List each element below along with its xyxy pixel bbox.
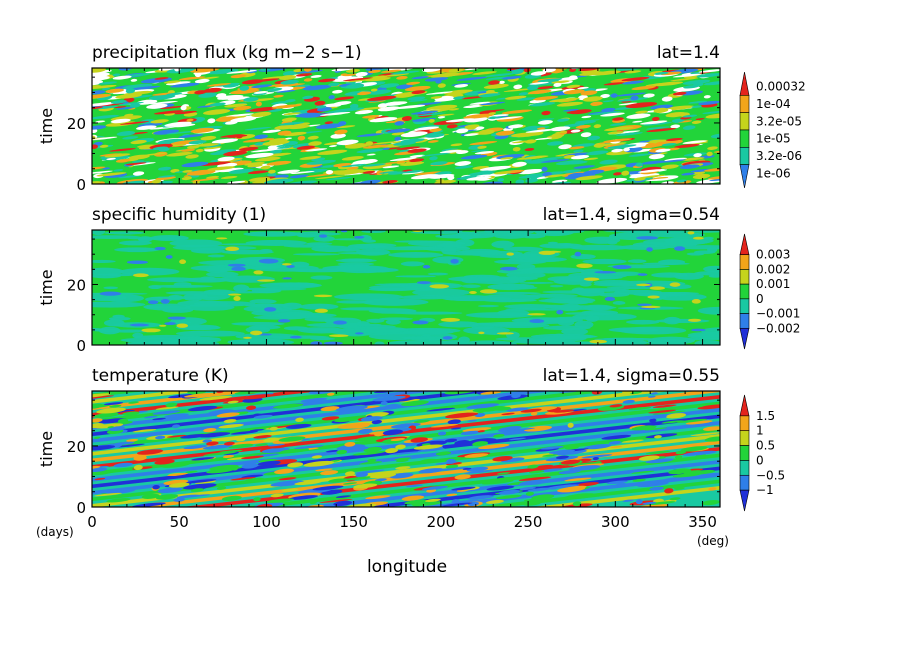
colorbar-swatch (739, 394, 750, 417)
colorbar-label: 0.00032 (756, 80, 806, 94)
panel-subtitle: lat=1.4, sigma=0.54 (543, 205, 720, 225)
colorbar-swatch (739, 147, 750, 165)
x-tick-label: 200 (427, 513, 456, 531)
colorbar-label: 0.001 (756, 277, 790, 291)
y-tick-label: 20 (67, 438, 86, 456)
panel-subtitle: lat=1.4 (657, 43, 720, 63)
colorbar-swatch (739, 95, 750, 113)
y-axis-label: time (37, 431, 56, 467)
colorbar-swatch (739, 445, 750, 461)
y-tick-label: 20 (67, 115, 86, 133)
panel-2: 0 20 time specific humidity (1) lat=1.4, sig… (37, 205, 800, 355)
y-tick-label: 0 (76, 499, 86, 517)
colorbar-label: −1 (756, 483, 774, 497)
colorbar-swatch (739, 164, 750, 189)
panel-subtitle: lat=1.4, sigma=0.55 (543, 366, 720, 386)
colorbar-label: 1e-06 (756, 166, 791, 180)
x-tick-label: 50 (170, 513, 189, 531)
colorbar-swatch (739, 298, 750, 314)
colorbar-label: 3.2e-05 (756, 114, 802, 128)
colorbar-swatch (739, 233, 750, 256)
x-tick-label: 0 (87, 513, 97, 531)
x-tick-label: 350 (688, 513, 717, 531)
y-tick-label: 0 (76, 337, 86, 355)
colorbar-swatch (739, 129, 750, 148)
colorbar-swatch (739, 460, 750, 476)
colorbar-swatch (739, 283, 750, 300)
colorbar-swatch (739, 474, 750, 491)
colorbar-label: 1.5 (756, 409, 775, 423)
colorbar-swatch (739, 71, 750, 96)
colorbar-swatch (739, 430, 750, 446)
panel-title: precipitation flux (kg m−2 s−1) (92, 43, 362, 63)
x-tick-label: 100 (252, 513, 281, 531)
colorbar-label: 3.2e-06 (756, 149, 802, 163)
colorbar-swatch (739, 254, 750, 270)
y-unit-label: (days) (36, 525, 74, 539)
colorbar-swatch (739, 269, 750, 285)
colorbar-label: 1e-05 (756, 132, 791, 146)
x-tick-label: 300 (601, 513, 630, 531)
colorbar-swatch (739, 415, 750, 432)
colorbar-label: −0.5 (756, 468, 785, 482)
y-axis-label: time (37, 269, 56, 305)
x-tick-label: 150 (339, 513, 368, 531)
colorbar-label: 0.5 (756, 439, 775, 453)
panel-title: temperature (K) (92, 366, 229, 386)
colorbar-label: 0.003 (756, 248, 790, 262)
x-unit-label: (deg) (697, 534, 729, 548)
panel-1: 0 20 time precipitation flux (kg m−2 s−1) la… (37, 43, 806, 194)
colorbar: 0.00032 1e-04 3.2e-05 1e-05 3.2e-06 1e-06 (739, 71, 806, 189)
heatmap-field (92, 68, 720, 184)
colorbar-label: 0 (756, 292, 764, 306)
colorbar-label: 0.002 (756, 262, 790, 276)
y-axis-label: time (37, 108, 56, 144)
panel-3: 0 20 time temperature (K) lat=1.4, sigma=0.5… (37, 366, 785, 517)
colorbar-label: −0.002 (756, 321, 800, 335)
y-tick-label: 0 (76, 176, 86, 194)
colorbar-label: −0.001 (756, 307, 800, 321)
x-tick-label: 250 (514, 513, 543, 531)
colorbar-swatch (739, 327, 750, 350)
y-tick-label: 20 (67, 276, 86, 294)
colorbar-swatch (739, 489, 750, 512)
colorbar: 1.510.50−0.5−1 (739, 394, 785, 512)
colorbar-label: 0 (756, 453, 764, 467)
colorbar-swatch (739, 313, 750, 329)
colorbar-label: 1e-04 (756, 97, 791, 111)
x-axis-label: longitude (367, 557, 447, 577)
heatmap-field (92, 391, 720, 507)
heatmap-field (92, 230, 720, 345)
panel-title: specific humidity (1) (92, 205, 266, 225)
colorbar-swatch (739, 112, 750, 131)
colorbar-label: 1 (756, 424, 764, 438)
